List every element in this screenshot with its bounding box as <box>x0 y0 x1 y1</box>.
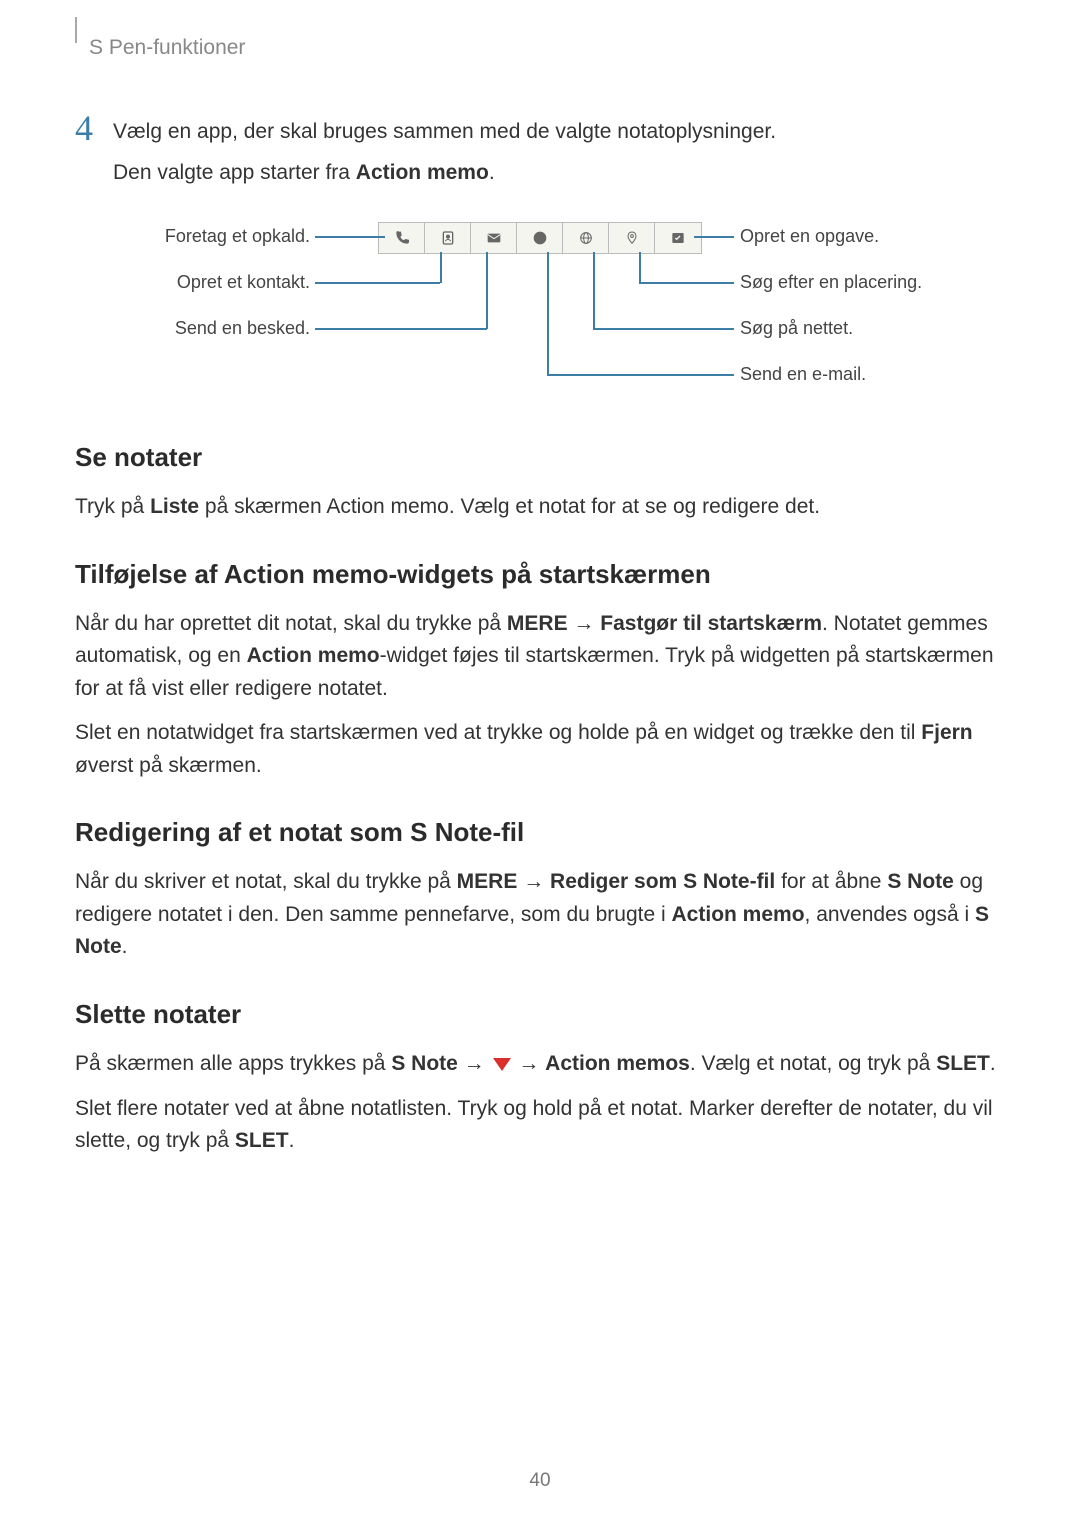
text: På skærmen alle apps trykkes på <box>75 1052 391 1075</box>
bold-text: MERE <box>507 612 568 635</box>
bold-text: SLET <box>936 1052 990 1075</box>
callout-right-3: Søg på nettet. <box>740 318 853 339</box>
step-line-2: Den valgte app starter fra Action memo. <box>113 157 1005 190</box>
callout-right-4: Send en e-mail. <box>740 364 866 385</box>
text: Slet en notatwidget fra startskærmen ved… <box>75 721 921 744</box>
task-icon <box>655 223 701 253</box>
phone-icon <box>379 223 425 253</box>
bold-text: Action memo <box>356 161 489 184</box>
arrow: → <box>568 612 601 635</box>
callout-left-3: Send en besked. <box>175 318 310 339</box>
para-s4-1: På skærmen alle apps trykkes på S Note →… <box>75 1048 1005 1081</box>
para-s4-2: Slet flere notater ved at åbne notatlist… <box>75 1093 1005 1158</box>
text: . <box>489 161 495 184</box>
bold-text: SLET <box>235 1129 289 1152</box>
text: øverst på skærmen. <box>75 754 262 777</box>
bold-text: Fastgør til startskærm <box>600 612 822 635</box>
step-body: Vælg en app, der skal bruges sammen med … <box>113 116 1005 197</box>
step-4: 4 Vælg en app, der skal bruges sammen me… <box>75 116 1005 197</box>
header-rule <box>75 17 77 43</box>
text: , anvendes også i <box>805 903 975 926</box>
text: Når du har oprettet dit notat, skal du t… <box>75 612 507 635</box>
text: . <box>122 935 128 958</box>
para-s2-2: Slet en notatwidget fra startskærmen ved… <box>75 717 1005 782</box>
page-header: S Pen-funktioner <box>75 35 1005 61</box>
bold-text: Fjern <box>921 721 972 744</box>
text: Når du skriver et notat, skal du trykke … <box>75 870 457 893</box>
para-s2-1: Når du har oprettet dit notat, skal du t… <box>75 608 1005 706</box>
email-at-icon: @ <box>517 223 563 253</box>
bold-text: MERE <box>457 870 518 893</box>
page-number: 40 <box>529 1470 550 1492</box>
para-s3: Når du skriver et notat, skal du trykke … <box>75 866 1005 964</box>
text: . Vælg et notat, og tryk på <box>690 1052 936 1075</box>
bold-text: S Note <box>391 1052 458 1075</box>
bold-text: Action memo <box>672 903 805 926</box>
globe-icon <box>563 223 609 253</box>
action-memo-diagram: @ Foretag et opkald. Opret et kontakt. S… <box>160 222 920 402</box>
heading-redigering: Redigering af et notat som S Note-fil <box>75 817 1005 848</box>
text: Den valgte app starter fra <box>113 161 356 184</box>
text: Slet flere notater ved at åbne notatlist… <box>75 1097 993 1153</box>
text: for at åbne <box>775 870 887 893</box>
step-line-1: Vælg en app, der skal bruges sammen med … <box>113 116 1005 149</box>
para-s1: Tryk på Liste på skærmen Action memo. Væ… <box>75 491 1005 524</box>
text: Tryk på <box>75 495 150 518</box>
heading-slette: Slette notater <box>75 999 1005 1030</box>
bold-text: S Note <box>887 870 954 893</box>
bold-text: Liste <box>150 495 199 518</box>
step-number: 4 <box>75 110 113 146</box>
callout-right-2: Søg efter en placering. <box>740 272 922 293</box>
bold-text: Rediger som S Note-fil <box>550 870 775 893</box>
callout-left-2: Opret et kontakt. <box>177 272 310 293</box>
heading-widgets: Tilføjelse af Action memo-widgets på sta… <box>75 559 1005 590</box>
text: . <box>990 1052 996 1075</box>
dropdown-triangle-icon <box>493 1058 511 1071</box>
contact-icon <box>425 223 471 253</box>
text: på skærmen Action memo. Vælg et notat fo… <box>199 495 820 518</box>
section-title: S Pen-funktioner <box>89 36 245 60</box>
arrow: → <box>517 870 550 893</box>
svg-text:@: @ <box>535 234 543 243</box>
message-icon <box>471 223 517 253</box>
bold-text: Action memo <box>247 644 380 667</box>
callout-right-1: Opret en opgave. <box>740 226 879 247</box>
pin-icon <box>609 223 655 253</box>
arrow: → <box>513 1052 546 1075</box>
bold-text: Action memos <box>545 1052 690 1075</box>
callout-left-1: Foretag et opkald. <box>165 226 310 247</box>
text: . <box>289 1129 295 1152</box>
heading-se-notater: Se notater <box>75 442 1005 473</box>
arrow: → <box>458 1052 491 1075</box>
icon-toolbar: @ <box>378 222 702 254</box>
